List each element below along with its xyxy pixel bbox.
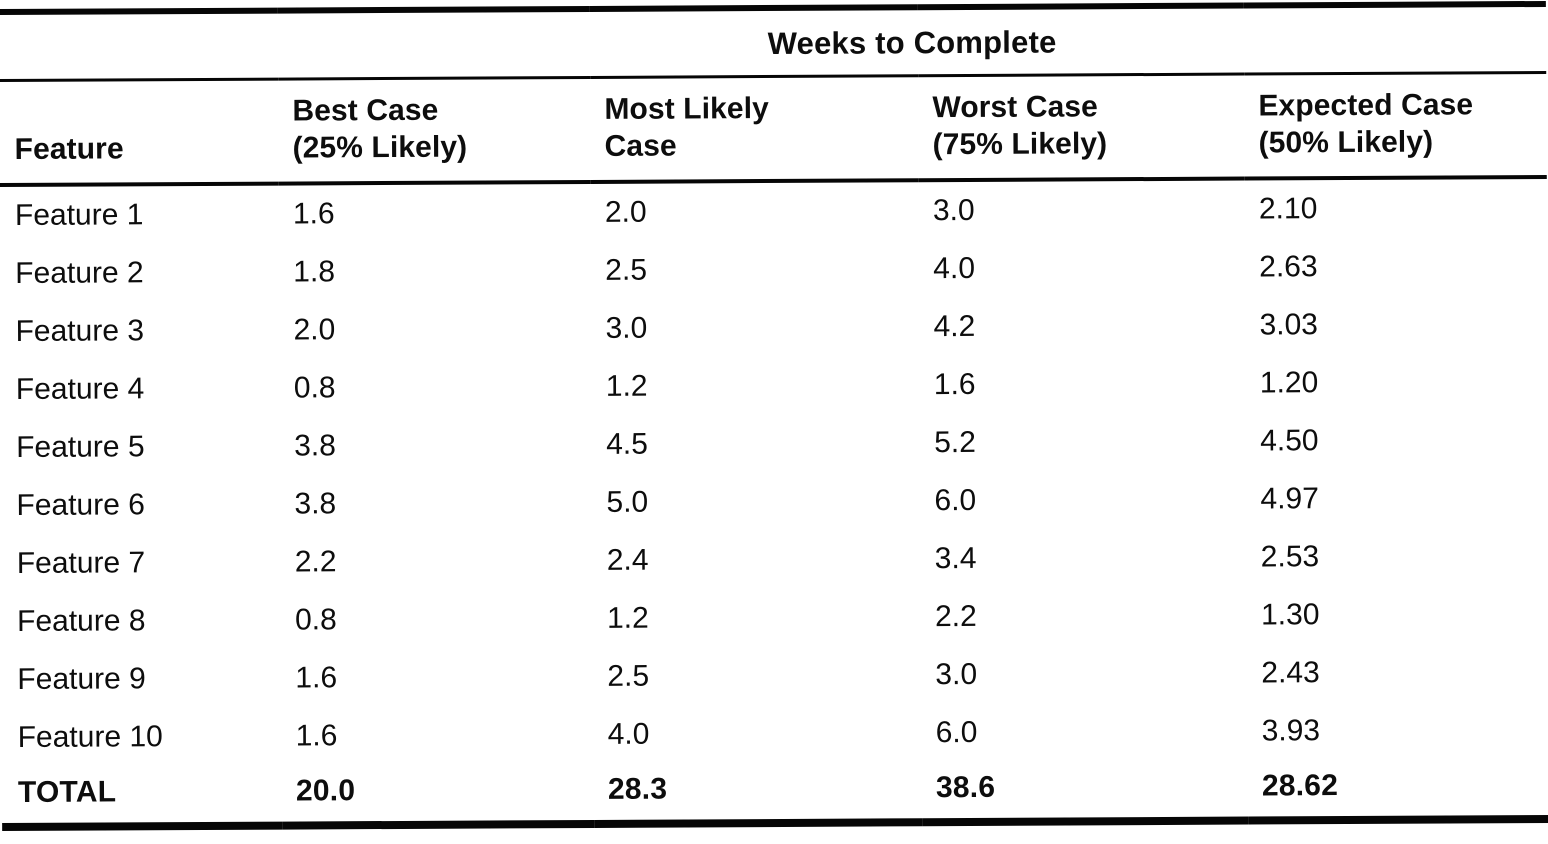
best-case-cell: 1.6	[292, 197, 335, 231]
expected-case-cell: 2.53	[1260, 540, 1320, 574]
most-likely-cell: 2.4	[606, 543, 649, 577]
worst-case-cell: 2.2	[934, 599, 977, 634]
feature-cell: Feature 9	[17, 662, 146, 696]
most-likely-cell: 5.0	[606, 485, 649, 519]
column-header-most-likely: Most Likely Case	[590, 75, 919, 182]
table-total-row: TOTAL 20.0 28.3 38.6 28.62	[2, 759, 1548, 827]
worst-case-cell: 5.2	[934, 425, 976, 460]
expected-case-cell: 1.30	[1260, 598, 1320, 632]
column-header-label: Best Case	[292, 93, 439, 128]
best-case-cell: 0.8	[293, 371, 336, 405]
best-case-cell: 3.8	[294, 487, 337, 521]
best-case-cell: 0.8	[294, 603, 337, 637]
feature-cell: Feature 4	[15, 372, 145, 406]
column-header-sublabel: (50% Likely)	[1258, 125, 1434, 160]
most-likely-cell: 2.5	[607, 659, 650, 693]
most-likely-cell: 3.0	[605, 311, 648, 345]
feature-cell: Feature 7	[16, 546, 146, 580]
table-row: Feature 6 3.8 5.0 6.0 4.97	[0, 469, 1548, 535]
expected-case-cell: 2.43	[1261, 656, 1320, 690]
feature-cell: Feature 5	[16, 430, 145, 464]
worst-case-cell: 3.4	[934, 541, 977, 576]
worst-case-cell: 1.6	[933, 367, 976, 402]
total-worst-case-cell: 38.6	[935, 770, 996, 805]
table-header-row: Feature Best Case (25% Likely) Most Like…	[0, 72, 1547, 186]
table-row: Feature 1 1.6 2.0 3.0 2.10	[0, 177, 1547, 245]
expected-case-cell: 4.50	[1260, 424, 1319, 458]
table-row: Feature 9 1.6 2.5 3.0 2.43	[1, 643, 1548, 709]
best-case-cell: 1.6	[295, 661, 338, 695]
column-header-expected-case: Expected Case (50% Likely)	[1244, 72, 1547, 179]
table-row: Feature 5 3.8 4.5 5.2 4.50	[0, 411, 1548, 477]
table-title: Weeks to Complete	[277, 3, 1547, 80]
most-likely-cell: 4.5	[606, 427, 648, 461]
worst-case-cell: 6.0	[934, 483, 977, 518]
column-header-sublabel: (25% Likely)	[292, 130, 468, 165]
column-header-sublabel: (75% Likely)	[932, 127, 1108, 162]
feature-cell: Feature 3	[15, 314, 145, 348]
table-row: Feature 8 0.8 1.2 2.2 1.30	[1, 585, 1548, 651]
feature-cell: Feature 10	[17, 720, 163, 754]
feature-cell: Feature 8	[16, 604, 146, 638]
expected-case-cell: 3.03	[1259, 308, 1319, 342]
most-likely-cell: 2.0	[604, 195, 647, 229]
table-spanner-row: Weeks to Complete	[0, 3, 1547, 81]
expected-case-cell: 2.10	[1258, 192, 1318, 226]
column-header-sublabel: Case	[604, 129, 677, 163]
table-row: Feature 2 1.8 2.5 4.0 2.63	[0, 237, 1547, 303]
feature-cell: Feature 1	[14, 198, 144, 232]
total-expected-case-cell: 28.62	[1261, 769, 1339, 803]
column-header-worst-case: Worst Case (75% Likely)	[918, 74, 1245, 181]
most-likely-cell: 2.5	[605, 253, 648, 287]
best-case-cell: 2.2	[294, 545, 337, 579]
table-row: Feature 10 1.6 4.0 6.0 3.93	[2, 701, 1548, 767]
total-label-cell: TOTAL	[17, 775, 117, 809]
best-case-cell: 1.8	[293, 255, 336, 289]
expected-case-cell: 2.63	[1259, 250, 1318, 284]
column-header-label: Most Likely	[604, 92, 769, 126]
feature-cell: Feature 2	[15, 256, 144, 290]
table-row: Feature 3 2.0 3.0 4.2 3.03	[0, 295, 1548, 361]
feature-cell: Feature 6	[16, 488, 145, 522]
worst-case-cell: 3.0	[932, 193, 975, 228]
total-most-likely-cell: 28.3	[607, 772, 668, 806]
worst-case-cell: 4.0	[933, 251, 976, 286]
worst-case-cell: 6.0	[935, 715, 978, 750]
best-case-cell: 3.8	[294, 429, 336, 463]
table-row: Feature 7 2.2 2.4 3.4 2.53	[1, 527, 1548, 593]
column-header-best-case: Best Case (25% Likely)	[278, 77, 591, 184]
best-case-cell: 1.6	[295, 719, 338, 753]
column-header-feature: Feature	[0, 79, 279, 186]
table-row: Feature 4 0.8 1.2 1.6 1.20	[0, 353, 1548, 419]
most-likely-cell: 1.2	[606, 601, 649, 635]
expected-case-cell: 3.93	[1261, 714, 1321, 748]
best-case-cell: 2.0	[293, 313, 336, 347]
worst-case-cell: 4.2	[933, 309, 976, 344]
expected-case-cell: 4.97	[1260, 482, 1319, 516]
column-header-label: Expected Case	[1258, 88, 1474, 123]
expected-case-cell: 1.20	[1259, 366, 1319, 400]
table-body: Feature 1 1.6 2.0 3.0 2.10 Feature 2 1.8…	[0, 177, 1548, 767]
column-header-label: Worst Case	[932, 90, 1099, 125]
spanner-empty-cell	[0, 10, 279, 81]
most-likely-cell: 1.2	[605, 369, 648, 403]
total-best-case-cell: 20.0	[295, 774, 356, 808]
most-likely-cell: 4.0	[607, 717, 650, 751]
worst-case-cell: 3.0	[935, 657, 978, 692]
